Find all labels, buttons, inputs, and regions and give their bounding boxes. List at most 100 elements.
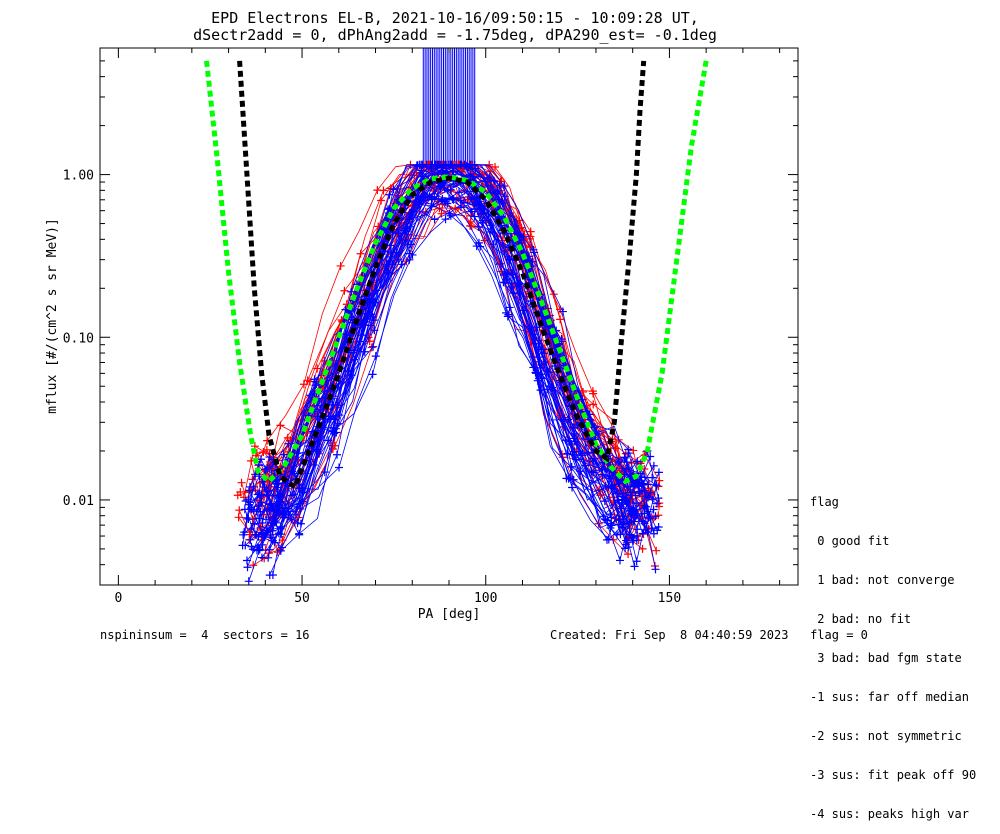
data-marker (449, 179, 458, 188)
data-marker (513, 279, 522, 288)
data-marker (255, 490, 264, 499)
red-sweep-line (248, 182, 640, 541)
data-marker (651, 565, 660, 574)
data-marker (284, 439, 293, 448)
data-marker (470, 160, 479, 169)
data-marker (630, 562, 639, 571)
legend-entry: -2 sus: not symmetric (810, 729, 962, 743)
data-marker (291, 510, 300, 519)
footer-right: Created: Fri Sep 8 04:40:59 2023 flag = … (550, 628, 868, 642)
data-marker (389, 185, 398, 194)
data-marker (310, 375, 319, 384)
data-marker (567, 439, 576, 448)
plot-area (204, 48, 709, 585)
data-marker (633, 457, 642, 466)
data-marker (244, 515, 253, 524)
blue-sweep-line (262, 164, 649, 524)
x-axis-label: PA [deg] (418, 607, 481, 622)
data-marker (255, 514, 264, 523)
data-marker (379, 186, 388, 195)
legend-entry: 2 bad: no fit (810, 612, 912, 626)
data-marker (623, 483, 632, 492)
data-marker (654, 494, 663, 503)
data-marker (441, 215, 450, 224)
data-marker (533, 376, 542, 385)
data-marker (252, 507, 261, 516)
data-marker (252, 546, 261, 555)
data-marker (633, 525, 642, 534)
data-marker (504, 310, 513, 319)
legend-entry: 0 good fit (810, 534, 890, 548)
x-tick-label: 0 (114, 591, 122, 606)
data-marker (474, 222, 483, 231)
data-marker (273, 483, 282, 492)
legend-entry: -1 sus: far off median (810, 690, 969, 704)
data-marker (652, 481, 661, 490)
data-marker (635, 489, 644, 498)
data-marker (248, 475, 257, 484)
data-marker (475, 199, 484, 208)
data-marker (655, 476, 664, 485)
data-marker (543, 385, 552, 394)
data-marker (478, 218, 487, 227)
data-marker (644, 480, 653, 489)
data-marker (481, 177, 490, 186)
data-marker (589, 389, 598, 398)
data-marker (497, 177, 506, 186)
data-marker (241, 497, 250, 506)
data-marker (276, 546, 285, 555)
data-marker (293, 519, 302, 528)
data-marker (417, 160, 426, 169)
data-marker (507, 282, 516, 291)
data-marker (262, 445, 271, 454)
data-marker (256, 455, 265, 464)
data-marker (641, 525, 650, 534)
data-marker (632, 499, 641, 508)
data-marker (455, 188, 464, 197)
data-marker (333, 450, 342, 459)
data-marker (368, 312, 377, 321)
data-marker (443, 199, 452, 208)
data-marker (446, 160, 455, 169)
chart-canvas: EPD Electrons EL-B, 2021-10-16/09:50:15 … (45, 9, 799, 622)
data-marker (369, 342, 378, 351)
data-marker (603, 516, 612, 525)
data-marker (243, 563, 252, 572)
data-marker (649, 529, 658, 538)
data-marker (443, 186, 452, 195)
data-marker (442, 167, 451, 176)
data-marker (446, 211, 455, 220)
data-marker (368, 370, 377, 379)
data-marker (491, 162, 500, 171)
data-marker (430, 215, 439, 224)
data-marker (333, 419, 342, 428)
data-marker (262, 528, 271, 537)
data-marker (377, 196, 386, 205)
y-tick-label: 0.10 (63, 331, 94, 346)
data-marker (629, 536, 638, 545)
data-marker (405, 249, 414, 258)
data-marker (279, 450, 288, 459)
data-marker (624, 550, 633, 559)
data-marker (569, 475, 578, 484)
blue-sweep-line (256, 190, 643, 551)
data-marker (264, 553, 273, 562)
data-marker (566, 462, 575, 471)
data-marker (526, 227, 535, 236)
data-marker (618, 523, 627, 532)
data-marker (638, 479, 647, 488)
axes: 0 50 100 150 0.01 0.10 1.00 (63, 47, 798, 606)
data-marker (651, 512, 660, 521)
data-marker (627, 517, 636, 526)
legend-entry: 1 bad: not converge (810, 573, 955, 587)
data-marker (500, 182, 509, 191)
data-marker (537, 345, 546, 354)
data-marker (602, 535, 611, 544)
red-sweep-line (243, 164, 634, 498)
data-marker (240, 528, 249, 537)
legend-entry: 3 bad: bad fgm state (810, 651, 962, 665)
data-marker (654, 468, 663, 477)
data-marker (457, 203, 466, 212)
data-marker (265, 571, 274, 580)
data-marker (272, 506, 281, 515)
